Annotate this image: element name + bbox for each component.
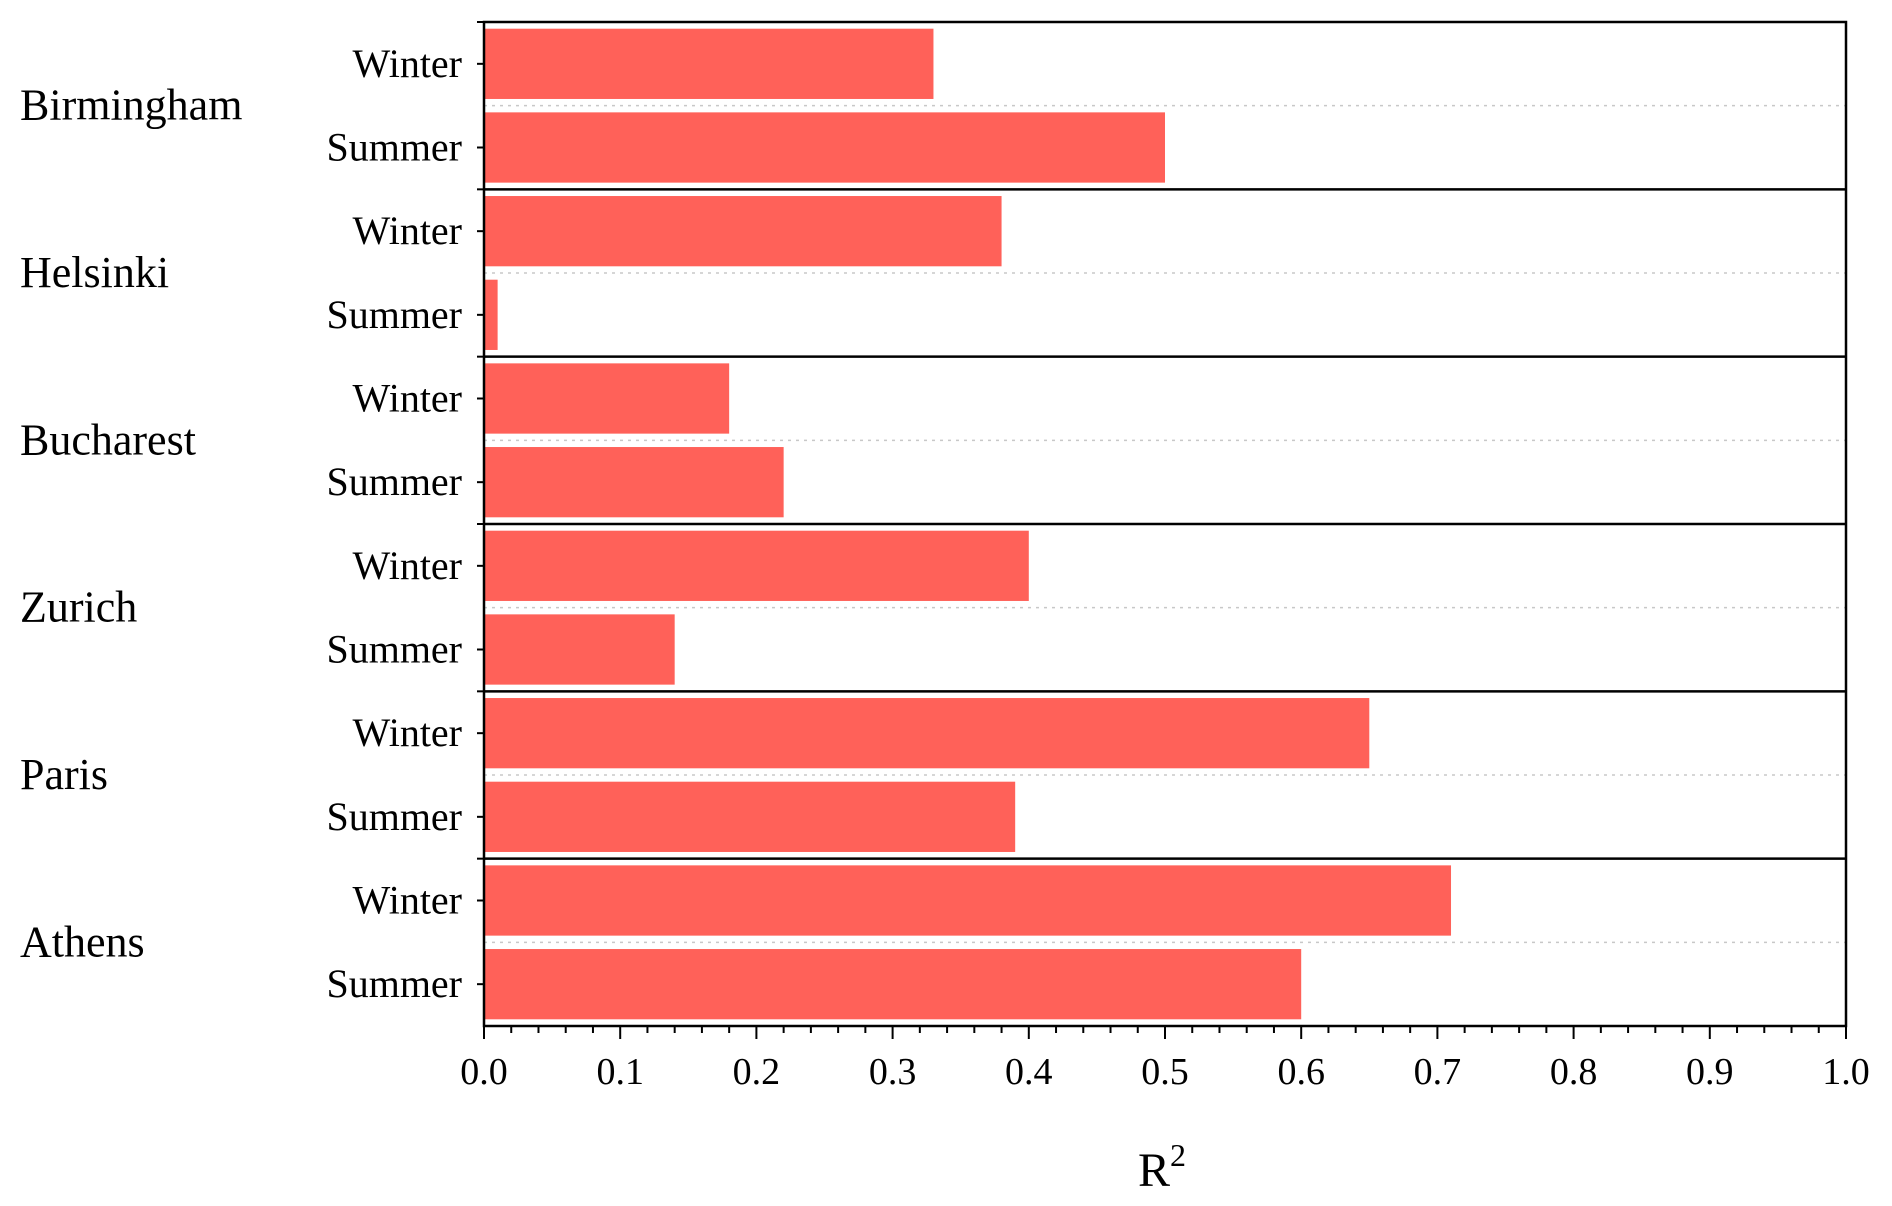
x-tick-label: 0.6: [1277, 1051, 1325, 1093]
bar-bucharest-summer: [484, 447, 784, 518]
x-tick-label: 1.0: [1822, 1051, 1870, 1093]
bar-paris-winter: [484, 698, 1370, 769]
season-label: Summer: [326, 794, 462, 839]
city-label: Bucharest: [20, 415, 196, 464]
x-tick-label: 0.5: [1141, 1051, 1189, 1093]
season-label: Winter: [353, 208, 462, 253]
x-tick-label: 0.1: [596, 1051, 644, 1093]
x-tick-label: 0.2: [733, 1051, 781, 1093]
season-label: Summer: [326, 627, 462, 672]
city-label: Helsinki: [20, 248, 169, 297]
x-tick-label: 0.7: [1414, 1051, 1462, 1093]
bar-bucharest-winter: [484, 363, 730, 434]
x-tick-label: 0.4: [1005, 1051, 1053, 1093]
season-label: Winter: [353, 376, 462, 421]
x-tick-label: 0.3: [869, 1051, 917, 1093]
bar-helsinki-winter: [484, 196, 1002, 267]
category-labels: Birmingham Winter Summer Helsinki Winter Summ…: [20, 41, 462, 1006]
season-label: Winter: [353, 543, 462, 588]
bars-layer: [484, 28, 1452, 1020]
season-label: Summer: [326, 292, 462, 337]
city-label: Paris: [20, 750, 108, 799]
bar-helsinki-summer: [484, 279, 498, 350]
city-label: Athens: [20, 917, 145, 966]
x-tick-label: 0.0: [460, 1051, 508, 1093]
x-tick-label: 0.8: [1550, 1051, 1598, 1093]
grid-layer: [484, 104, 1846, 944]
x-axis-title-superscript: 2: [1170, 1137, 1186, 1173]
x-axis-title-base: R: [1138, 1144, 1170, 1197]
season-label: Summer: [326, 125, 462, 170]
bar-paris-summer: [484, 781, 1016, 852]
bar-birmingham-summer: [484, 112, 1165, 183]
city-label: Zurich: [20, 583, 137, 632]
x-axis: 0.0 0.1 0.2 0.3 0.4 0.5 0.6 0.7 0.8 0.9 1.0: [460, 21, 1870, 1093]
season-label: Winter: [353, 41, 462, 86]
bar-athens-summer: [484, 949, 1302, 1020]
bar-zurich-summer: [484, 614, 675, 685]
season-label: Winter: [353, 710, 462, 755]
season-label: Winter: [353, 878, 462, 923]
x-axis-title: R2: [1138, 1137, 1186, 1197]
bar-zurich-winter: [484, 530, 1029, 601]
bar-birmingham-winter: [484, 28, 934, 99]
city-label: Birmingham: [20, 81, 242, 130]
bar-athens-winter: [484, 865, 1452, 936]
season-label: Summer: [326, 961, 462, 1006]
x-tick-label: 0.9: [1686, 1051, 1734, 1093]
season-label: Summer: [326, 459, 462, 504]
